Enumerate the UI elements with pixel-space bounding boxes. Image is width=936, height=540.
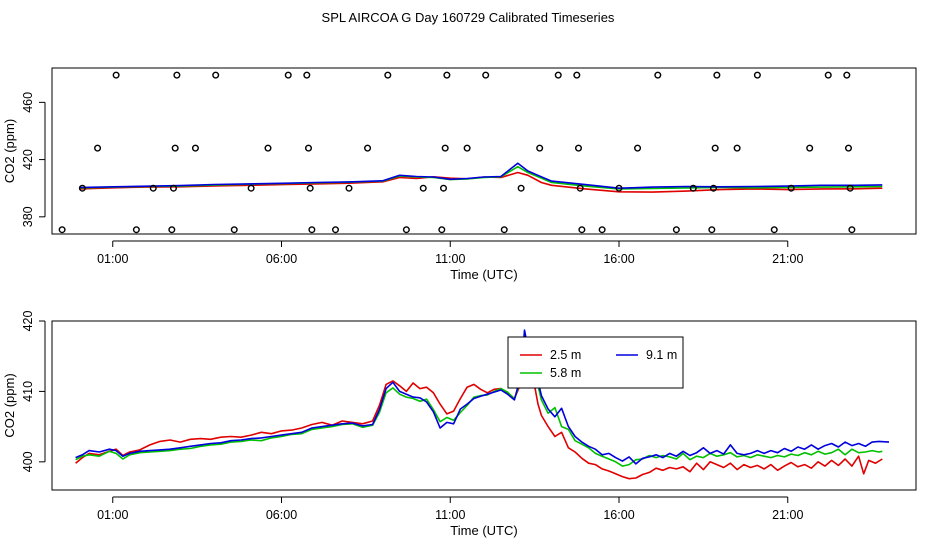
marker-point [843, 71, 851, 79]
marker-point [710, 184, 718, 192]
x-axis-title: Time (UTC) [450, 523, 517, 538]
marker-point [78, 184, 86, 192]
plot-frame [51, 320, 917, 491]
x-tick-label: 11:00 [435, 508, 465, 522]
x-tick-label: 16:00 [603, 252, 634, 266]
legend-box [507, 336, 684, 389]
marker-point [303, 71, 311, 79]
marker-point [482, 71, 490, 79]
marker-point [247, 184, 255, 192]
x-tick-label: 01:00 [97, 508, 128, 522]
marker-point [713, 71, 721, 79]
marker-point [284, 71, 292, 79]
marker-point [345, 184, 353, 192]
page-title: SPL AIRCOA G Day 160729 Calibrated Times… [322, 10, 615, 25]
marker-point [384, 71, 392, 79]
x-tick-label: 21:00 [772, 508, 803, 522]
plot-frame [51, 67, 917, 235]
x-tick-label: 06:00 [266, 252, 297, 266]
marker-point [191, 144, 199, 152]
series-line-s25 [75, 348, 883, 480]
legend: 2.5 m 9.1 m 5.8 m [507, 336, 684, 389]
y-tick-label: 420 [21, 311, 35, 332]
y-axis-title: CO2 (ppm) [2, 373, 17, 437]
marker-point [575, 144, 583, 152]
marker-point [169, 184, 177, 192]
marker-point [770, 226, 778, 234]
marker-point [711, 144, 719, 152]
marker-point [149, 184, 157, 192]
marker-point [230, 226, 238, 234]
marker-point [500, 226, 508, 234]
marker-point [824, 71, 832, 79]
marker-point [517, 184, 525, 192]
legend-label: 5.8 m [550, 366, 581, 380]
legend-label: 9.1 m [646, 348, 677, 362]
marker-point [441, 144, 449, 152]
marker-point [573, 71, 581, 79]
marker-point [554, 71, 562, 79]
marker-point [598, 226, 606, 234]
marker-point [58, 226, 66, 234]
marker-point [845, 144, 853, 152]
marker-point [94, 144, 102, 152]
marker-point [536, 144, 544, 152]
marker-point [402, 226, 410, 234]
x-tick-label: 06:00 [266, 508, 297, 522]
marker-point [264, 144, 272, 152]
y-tick-label: 460 [21, 92, 35, 113]
marker-point [848, 226, 856, 234]
marker-point [440, 184, 448, 192]
series-line-s58 [75, 342, 883, 467]
x-tick-label: 16:00 [603, 508, 634, 522]
marker-point [615, 184, 623, 192]
y-axis-title: CO2 (ppm) [2, 119, 17, 183]
marker-point [168, 226, 176, 234]
y-tick-label: 420 [21, 149, 35, 170]
x-tick-label: 21:00 [772, 252, 803, 266]
marker-point [654, 71, 662, 79]
marker-point [112, 71, 120, 79]
y-tick-label: 410 [21, 381, 35, 402]
marker-point [443, 71, 451, 79]
marker-point [689, 184, 697, 192]
marker-point [308, 226, 316, 234]
series-line-s91 [75, 329, 890, 465]
x-axis-title: Time (UTC) [450, 267, 517, 282]
marker-point [212, 71, 220, 79]
marker-point [173, 71, 181, 79]
marker-point [171, 144, 179, 152]
series-line-s25 [78, 171, 883, 193]
marker-point [787, 184, 795, 192]
marker-point [306, 184, 314, 192]
marker-point [576, 184, 584, 192]
legend-label: 2.5 m [550, 348, 581, 362]
upper-panel-timeseries: 01:00 06:00 11:00 16:00 21:00 Time (UTC) 380 42… [2, 67, 917, 282]
marker-point [364, 144, 372, 152]
x-tick-label: 01:00 [97, 252, 128, 266]
lower-panel-timeseries: 01:00 06:00 11:00 16:00 21:00 Time (UTC) 400 41… [2, 311, 917, 538]
marker-point [806, 144, 814, 152]
marker-point [438, 226, 446, 234]
y-tick-label: 400 [21, 451, 35, 472]
marker-point [132, 226, 140, 234]
marker-point [753, 71, 761, 79]
x-tick-label: 11:00 [435, 252, 465, 266]
marker-point [463, 144, 471, 152]
marker-point [733, 144, 741, 152]
marker-point [419, 184, 427, 192]
marker-point [332, 226, 340, 234]
marker-point [846, 184, 854, 192]
marker-point [305, 144, 313, 152]
series-line-s91 [78, 162, 883, 189]
marker-point [672, 226, 680, 234]
y-tick-label: 380 [21, 206, 35, 227]
marker-point [578, 226, 586, 234]
marker-point [708, 226, 716, 234]
marker-point [634, 144, 642, 152]
